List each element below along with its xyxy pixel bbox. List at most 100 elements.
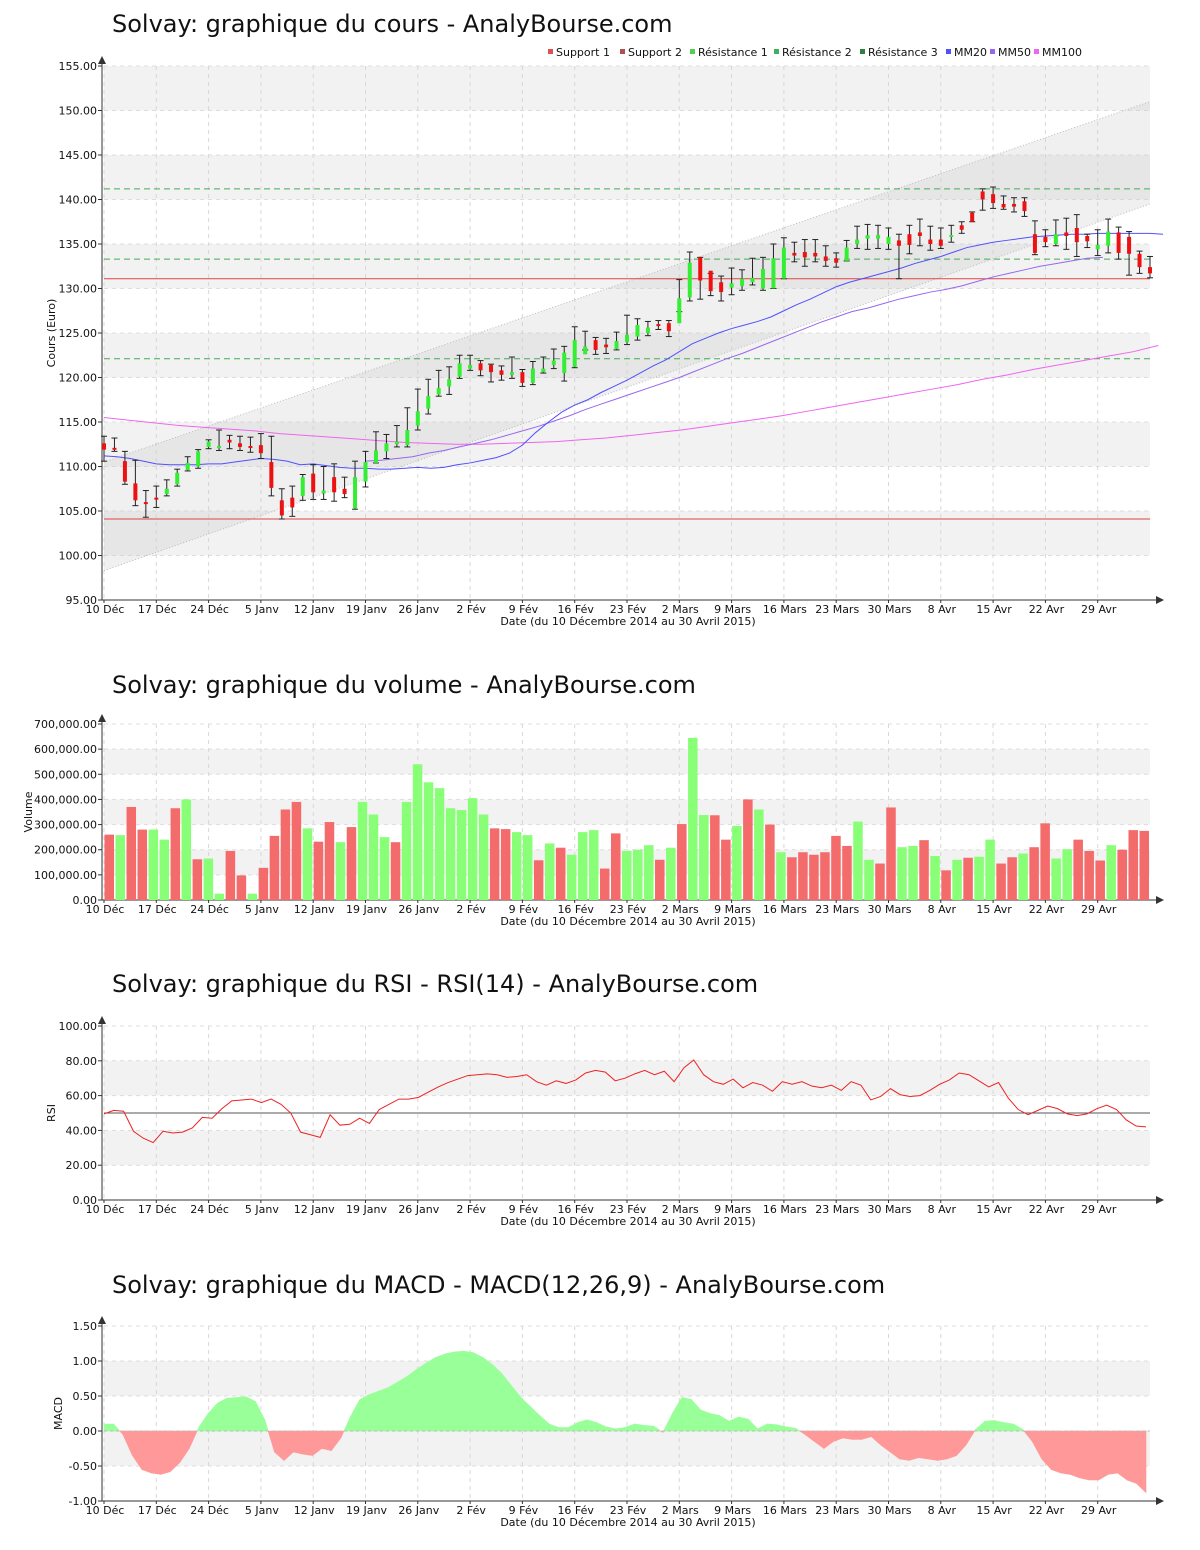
x-tick-label: 2 Fév <box>456 1504 486 1517</box>
x-tick-label: 9 Mars <box>714 1504 751 1517</box>
volume-bar <box>864 859 874 900</box>
candle-body <box>217 446 222 449</box>
candle-body <box>1074 227 1079 243</box>
x-tick-label: 17 Déc <box>138 1203 177 1216</box>
volume-bar <box>897 847 907 900</box>
macd-negative-area <box>302 1430 313 1456</box>
candle-body <box>530 368 535 383</box>
x-tick-label: 12 Janv <box>294 603 335 616</box>
candle-body <box>949 235 954 238</box>
volume-bar <box>1106 845 1116 900</box>
volume-bar <box>302 828 313 900</box>
candle-body <box>938 239 943 246</box>
candle-body <box>1148 267 1152 274</box>
macd-positive-area <box>529 1405 541 1432</box>
macd-positive-area <box>226 1397 237 1432</box>
y-axis-arrow <box>98 1316 106 1324</box>
volume-chart-title: Solvay: graphique du volume - AnalyBours… <box>112 671 696 699</box>
x-tick-label: 8 Avr <box>928 903 957 916</box>
volume-bar <box>633 849 643 900</box>
y-tick-label: 100,000.00 <box>34 869 97 882</box>
macd-positive-area <box>558 1427 569 1432</box>
macd-positive-area <box>567 1422 578 1432</box>
macd-negative-area <box>1136 1430 1147 1494</box>
macd-positive-area <box>492 1363 503 1432</box>
volume-bar <box>412 764 423 900</box>
x-axis-title: Date (du 10 Décembre 2014 au 30 Avril 20… <box>500 615 755 628</box>
macd-positive-area <box>719 1415 730 1432</box>
candle-body <box>457 363 462 377</box>
candle-body <box>876 235 881 239</box>
volume-chart: 0.00 100,000.00 200,000.00 300,000.00 400,00… <box>22 714 1164 928</box>
y-tick-label: 0.00 <box>73 894 98 907</box>
volume-bar <box>390 842 401 900</box>
macd-negative-area <box>1117 1430 1128 1481</box>
candle-body <box>509 372 514 375</box>
candle-body <box>855 239 860 244</box>
candle-body <box>405 430 410 446</box>
macd-positive-area <box>103 1423 114 1432</box>
y-tick-label: 125.00 <box>59 327 98 340</box>
x-tick-label: 5 Janv <box>245 1203 279 1216</box>
candle-body <box>175 472 180 485</box>
volume-bar <box>104 834 115 900</box>
volume-bar <box>908 845 918 900</box>
macd-negative-area <box>937 1430 948 1461</box>
y-tick-label: 145.00 <box>59 149 98 162</box>
y-axis-title: Cours (Euro) <box>45 299 58 368</box>
macd-positive-area <box>217 1397 228 1432</box>
volume-bar <box>170 808 181 900</box>
candle-body <box>572 340 577 367</box>
x-tick-label: 22 Avr <box>1029 903 1065 916</box>
candle-body <box>834 258 839 263</box>
volume-bar <box>952 859 962 900</box>
y-tick-label: 200,000.00 <box>34 844 97 857</box>
macd-positive-area <box>387 1381 398 1432</box>
x-tick-label: 22 Avr <box>1029 603 1065 616</box>
y-tick-label: 60.00 <box>66 1090 98 1103</box>
legend-label: Support 1 <box>556 46 610 59</box>
macd-positive-area <box>1013 1423 1024 1432</box>
volume-bar <box>621 850 632 900</box>
volume-bar <box>831 835 841 900</box>
y-axis-arrow <box>98 56 106 64</box>
x-tick-label: 26 Janv <box>398 1203 439 1216</box>
y-tick-label: 80.00 <box>66 1055 98 1068</box>
x-tick-label: 16 Fév <box>557 1504 594 1517</box>
candle-body <box>541 368 546 373</box>
x-axis-title: Date (du 10 Décembre 2014 au 30 Avril 20… <box>500 1516 755 1529</box>
macd-positive-area <box>795 1427 801 1432</box>
x-tick-label: 29 Avr <box>1081 603 1117 616</box>
macd-positive-area <box>709 1413 721 1432</box>
candle-body <box>551 360 556 366</box>
x-tick-label: 10 Déc <box>86 903 125 916</box>
candle-body <box>468 365 473 369</box>
volume-bar <box>941 870 951 900</box>
x-tick-label: 2 Mars <box>662 603 699 616</box>
mm100-line <box>103 344 1159 445</box>
y-tick-label: 700,000.00 <box>34 718 97 731</box>
macd-positive-area <box>691 1398 702 1432</box>
volume-bar <box>1051 858 1061 900</box>
volume-bar <box>974 856 984 900</box>
candle-body <box>112 447 117 450</box>
price-chart-title: Solvay: graphique du cours - AnalyBourse… <box>112 10 673 38</box>
y-tick-label: 100.00 <box>59 550 98 563</box>
volume-bar <box>721 839 731 900</box>
x-tick-label: 5 Janv <box>245 903 279 916</box>
macd-positive-area <box>368 1390 380 1432</box>
macd-negative-area <box>141 1430 152 1474</box>
volume-bar <box>842 845 852 900</box>
x-tick-label: 10 Déc <box>86 1203 125 1216</box>
volume-bar <box>159 839 170 900</box>
x-tick-label: 2 Fév <box>456 603 486 616</box>
candle-body <box>1022 201 1027 212</box>
volume-bar <box>1018 853 1028 900</box>
y-tick-label: 0.00 <box>73 1425 98 1438</box>
volume-bar <box>1062 849 1072 900</box>
x-tick-label: 23 Mars <box>815 903 859 916</box>
volume-bar <box>115 835 126 900</box>
macd-positive-area <box>463 1350 474 1432</box>
x-tick-label: 15 Avr <box>976 1203 1012 1216</box>
macd-positive-area <box>425 1356 436 1432</box>
